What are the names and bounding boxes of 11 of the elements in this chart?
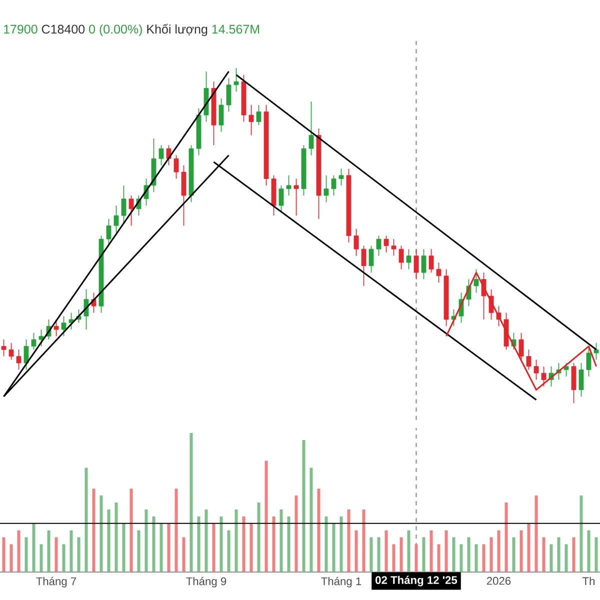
text: 0 (0.00%) (89, 24, 142, 36)
text: C18400 (42, 24, 85, 34)
text: 02 Tháng 12 '25 (376, 576, 458, 586)
text: 14.567M (212, 24, 260, 34)
text: Khối lượng (147, 24, 208, 36)
x-tick-label: 2026 (486, 576, 511, 585)
x-tick-label: Tháng 9 (186, 576, 226, 588)
text: 17900 (4, 24, 38, 34)
x-tick-label: Th (582, 576, 595, 585)
x-tick-label: Tháng 7 (36, 576, 76, 588)
x-tick-label: Tháng 1 (321, 576, 362, 588)
